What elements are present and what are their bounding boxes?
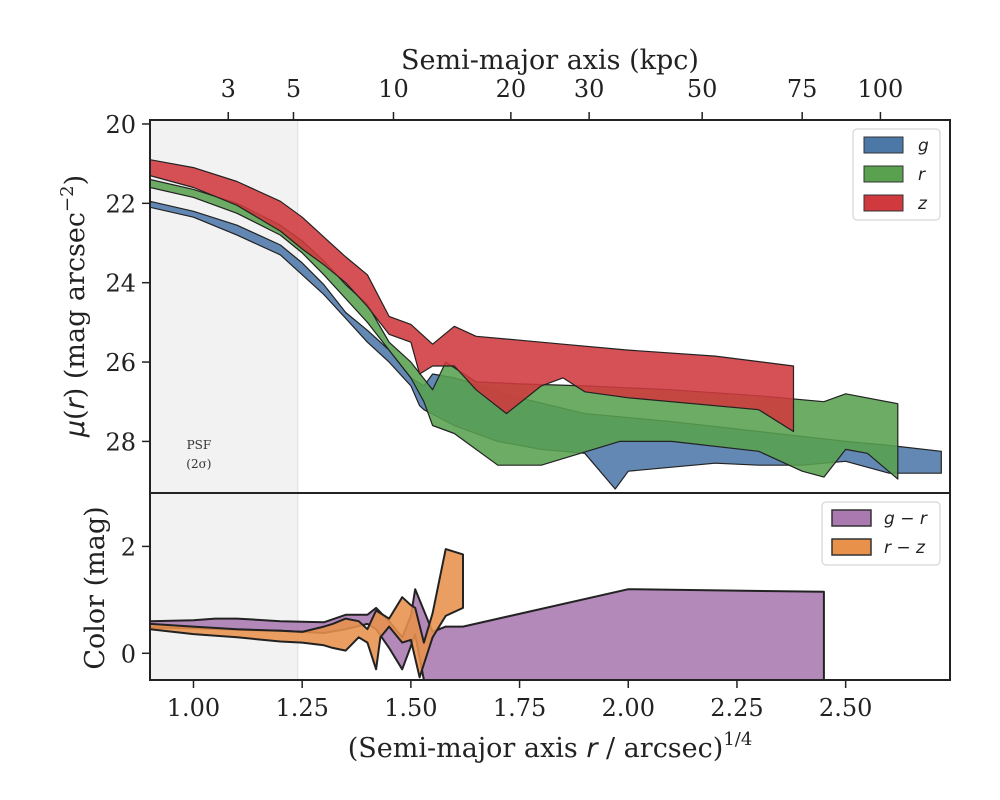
bottom-x-axis-label: (Semi-major axis r / arcsec)1/4 — [348, 729, 753, 764]
top-tick-label-30: 30 — [574, 75, 605, 103]
x-tick-label-3: 1.75 — [493, 694, 546, 722]
legend-swatch-z — [863, 194, 904, 212]
y-tick-label-22: 22 — [105, 190, 136, 218]
bottom-x-ticks: 1.00 1.25 1.50 1.75 2.00 2.25 2.50 — [167, 680, 872, 722]
legend-swatch-r — [863, 165, 904, 183]
x-tick-label-2: 1.50 — [384, 694, 437, 722]
bottom-y-ticks: 02 — [121, 533, 150, 668]
legend-label-z: z — [917, 194, 928, 214]
sb-series-group — [150, 159, 942, 490]
y-tick-label-24: 24 — [105, 270, 136, 298]
legend-label-r: r — [918, 165, 926, 185]
top-tick-label-50: 50 — [687, 75, 718, 103]
x-tick-label-6: 2.50 — [819, 694, 872, 722]
color-y-tick-label-2: 2 — [121, 533, 136, 561]
legend-label-g: g — [918, 136, 929, 156]
legend-swatch-g-r — [831, 509, 872, 527]
top-x-ticks: 3 5 10 20 30 50 75 100 — [221, 75, 904, 120]
legend-label-r-z: r − z — [884, 538, 926, 558]
x-tick-label-5: 2.25 — [710, 694, 763, 722]
top-x-axis-label: Semi-major axis (kpc) — [401, 45, 699, 76]
color-legend: g − r r − z — [821, 501, 941, 566]
x-tick-label-0: 1.00 — [167, 694, 220, 722]
legend-label-g-r: g − r — [884, 509, 928, 529]
psf-label-line1: PSF — [187, 438, 212, 452]
top-tick-label-10: 10 — [378, 75, 409, 103]
top-tick-label-5: 5 — [286, 75, 301, 103]
top-tick-label-3: 3 — [221, 75, 236, 103]
x-tick-label-4: 2.00 — [602, 694, 655, 722]
top-tick-label-100: 100 — [858, 75, 904, 103]
y-tick-label-26: 26 — [105, 349, 136, 377]
bottom-panel-frame — [149, 492, 951, 681]
legend-swatch-r-z — [831, 538, 872, 556]
psf-label-line2: (2σ) — [186, 457, 211, 471]
top-tick-label-75: 75 — [787, 75, 818, 103]
band-rz-1 — [150, 548, 464, 679]
color-series-group — [150, 548, 825, 680]
y-tick-label-28: 28 — [105, 428, 136, 456]
top-tick-label-20: 20 — [496, 75, 527, 103]
legend-swatch-g — [863, 136, 904, 154]
color-y-axis-label: Color (mag) — [80, 506, 111, 669]
sb-legend: g r z — [852, 128, 941, 221]
psf-shade-bottom — [150, 493, 298, 680]
top-y-ticks: 20 22 24 26 28 — [105, 111, 150, 456]
sb-y-axis-label: μ(r) (mag arcsec−2) — [57, 175, 91, 438]
band-z-2 — [150, 159, 795, 433]
x-tick-label-1: 1.25 — [275, 694, 328, 722]
y-tick-label-20: 20 — [105, 111, 136, 139]
color-y-tick-label-0: 0 — [121, 640, 136, 668]
